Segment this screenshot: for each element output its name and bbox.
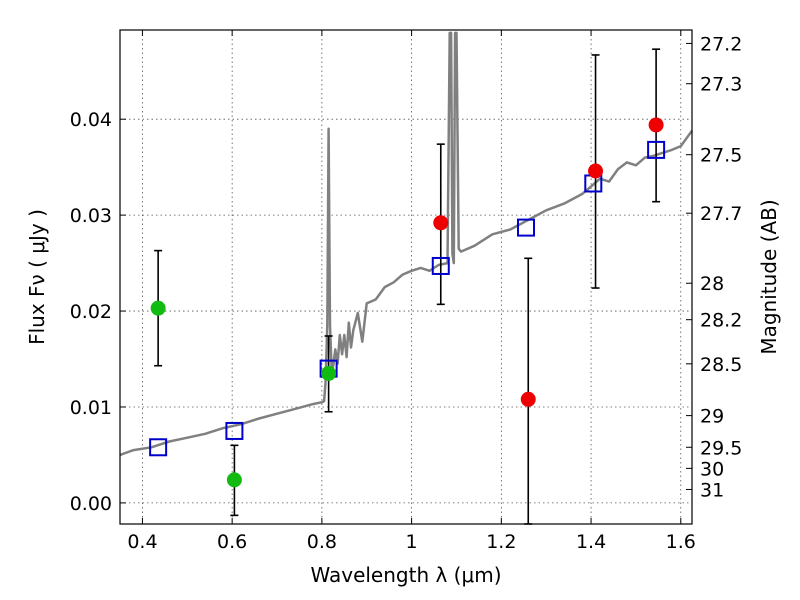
magnitude-tick-label: 29.5: [700, 437, 742, 459]
magnitude-tick-label: 27.5: [700, 145, 742, 167]
model-square-point: [517, 218, 536, 237]
magnitude-tick-label: 31: [700, 479, 724, 501]
magnitude-tick-label: 27.3: [700, 74, 742, 96]
model-square-point: [647, 140, 666, 159]
y-axis-label-left: Flux Fν ( μJy ): [25, 209, 49, 345]
grid-lines: [120, 30, 692, 524]
x-tick-label: 1.2: [486, 531, 516, 553]
x-tick-label: 0.8: [307, 531, 337, 553]
axis-ticks: 0.4 0.6 0.8 1 1.2 1.4 1.6 0.00 0.01 0.02 0.03 0.04 2…: [70, 30, 742, 553]
x-tick-label: 1: [406, 531, 418, 553]
x-tick-label: 0.6: [217, 531, 247, 553]
y-tick-label: 0.03: [70, 205, 112, 227]
model-square-point: [149, 438, 168, 457]
magnitude-tick-label: 30: [700, 458, 724, 480]
model-square-point: [431, 256, 450, 275]
magnitude-tick-label: 28.5: [700, 354, 742, 376]
x-tick-label: 1.4: [576, 531, 606, 553]
magnitude-tick-label: 28.2: [700, 310, 742, 332]
red-data-point: [648, 117, 664, 133]
green-data-point: [150, 300, 166, 316]
magnitude-tick-label: 27.7: [700, 203, 742, 225]
x-axis-label: Wavelength λ (μm): [310, 563, 501, 587]
magnitude-tick-label: 28: [700, 273, 724, 295]
y-tick-label: 0.00: [70, 493, 112, 515]
plot-frame: [119, 29, 693, 525]
model-square-point: [225, 421, 244, 440]
red-data-point: [588, 163, 604, 179]
y-tick-label: 0.04: [70, 109, 112, 131]
x-tick-label: 0.4: [127, 531, 157, 553]
y-tick-label: 0.02: [70, 301, 112, 323]
y-axis-label-right: Magnitude (AB): [757, 199, 781, 354]
y-tick-label: 0.01: [70, 397, 112, 419]
red-data-point: [433, 215, 449, 231]
green-data-point: [226, 472, 242, 488]
red-data-point: [520, 391, 536, 407]
spectrum-line: [119, 31, 694, 457]
data-series: [119, 31, 694, 525]
magnitude-tick-label: 27.2: [700, 33, 742, 55]
green-data-point: [321, 365, 337, 381]
magnitude-tick-label: 29: [700, 406, 724, 428]
x-tick-label: 1.6: [666, 531, 696, 553]
